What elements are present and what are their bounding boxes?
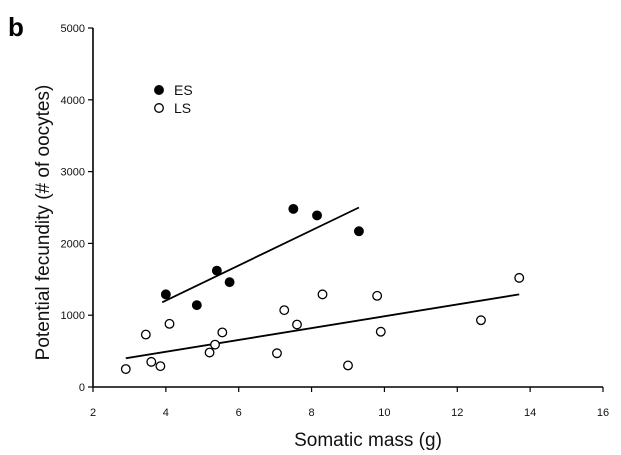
data-points <box>120 203 525 375</box>
x-tick-label: 8 <box>309 407 315 419</box>
point-ls <box>272 348 282 359</box>
x-tick-label: 2 <box>90 407 96 419</box>
point-ls <box>164 318 175 329</box>
trend-lines <box>125 206 520 360</box>
point-es <box>224 277 235 288</box>
panel-label: b <box>8 12 24 42</box>
point-ls <box>317 289 328 300</box>
x-tick-label: 6 <box>236 407 242 419</box>
x-tick-label: 12 <box>451 407 463 419</box>
point-ls <box>514 272 525 283</box>
x-axis-title: Somatic mass (g) <box>294 430 442 451</box>
point-ls <box>120 364 131 375</box>
y-tick-label: 0 <box>79 382 85 394</box>
point-es <box>353 226 364 237</box>
point-ls <box>217 327 228 338</box>
point-es <box>160 289 171 300</box>
legend-label-ls: LS <box>174 100 191 116</box>
x-tick-label: 14 <box>524 407 536 419</box>
legend-marker-ls <box>154 103 164 113</box>
point-es <box>312 210 322 221</box>
y-tick-label: 1000 <box>61 310 85 322</box>
point-ls <box>279 305 290 316</box>
trend-line-es <box>161 206 360 304</box>
legend: ES LS <box>154 82 193 116</box>
y-tick-label: 4000 <box>61 95 85 107</box>
point-ls <box>292 319 302 330</box>
axes: 2 4 6 8 10 12 14 16 0 1000 2000 3000 4000 5000 <box>61 23 610 419</box>
point-ls <box>476 315 486 326</box>
point-ls <box>146 356 157 367</box>
y-axis-title: Potential fecundity (# of oocytes) <box>33 85 54 361</box>
x-tick-label: 10 <box>378 407 390 419</box>
point-ls <box>375 326 386 337</box>
point-es <box>211 265 222 276</box>
point-ls <box>140 329 151 340</box>
point-es <box>288 203 299 214</box>
x-tick-label: 16 <box>597 407 609 419</box>
legend-marker-es <box>154 85 164 95</box>
trend-line-ls <box>125 293 520 360</box>
x-tick-label: 4 <box>163 407 169 419</box>
y-tick-label: 3000 <box>61 167 85 179</box>
point-ls <box>155 361 166 372</box>
y-tick-label: 2000 <box>61 238 85 250</box>
legend-label-es: ES <box>174 82 193 98</box>
point-ls <box>372 290 383 301</box>
point-ls <box>204 347 215 358</box>
point-ls <box>343 360 353 371</box>
point-ls <box>210 339 220 350</box>
point-es <box>191 300 202 311</box>
y-tick-label: 5000 <box>61 23 85 35</box>
